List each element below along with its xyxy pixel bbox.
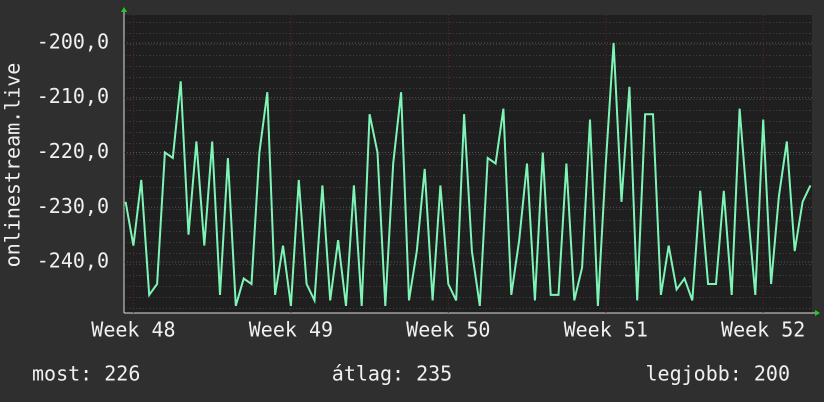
y-axis-label: onlinestream.live — [1, 63, 25, 268]
y-tick-label: -210,0 — [37, 84, 109, 108]
footer-text: most: 226 — [32, 362, 140, 386]
x-tick-label: Week 51 — [564, 318, 648, 342]
y-tick-label: -220,0 — [37, 139, 109, 163]
data-line — [124, 42, 812, 307]
y-tick-label: -230,0 — [37, 194, 109, 218]
minor-grid — [124, 15, 812, 313]
footer-text: átlag: 235 — [332, 362, 452, 386]
arrow — [121, 7, 127, 12]
x-tick-label: Week 50 — [406, 318, 490, 342]
arrow — [815, 310, 820, 316]
x-tick-label: Week 52 — [721, 318, 805, 342]
footer-text: legjobb: 200 — [646, 362, 791, 386]
x-tick-label: Week 48 — [91, 318, 175, 342]
y-tick-label: -200,0 — [37, 29, 109, 53]
x-tick-label: Week 49 — [249, 318, 333, 342]
y-tick-label: -240,0 — [37, 249, 109, 273]
